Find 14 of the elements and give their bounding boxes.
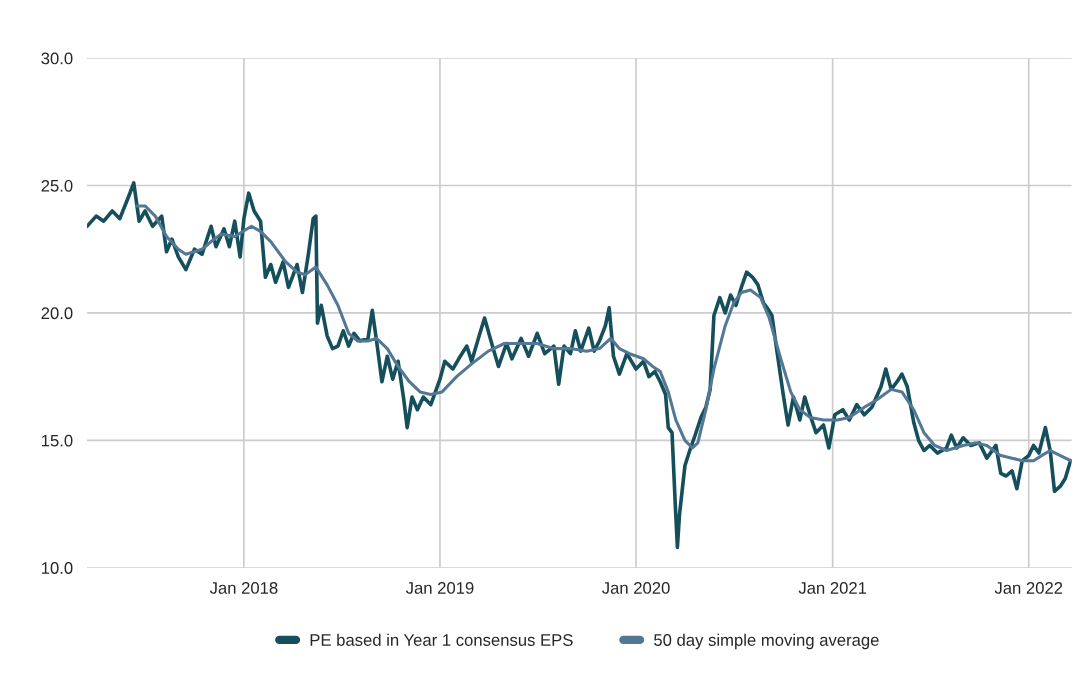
- legend-label: 50 day simple moving average: [654, 633, 879, 650]
- line-series: [134, 204, 1072, 463]
- x-tick-label: Jan 2021: [798, 582, 867, 594]
- x-tick-label: Jan 2022: [994, 582, 1063, 594]
- y-tick-label: 10.0: [41, 562, 73, 574]
- y-tick-label: 15.0: [41, 434, 73, 447]
- x-tick-label: Jan 2020: [602, 582, 670, 594]
- x-tick-label: Jan 2019: [405, 582, 474, 594]
- y-tick-label: 25.0: [41, 179, 73, 192]
- line-series: [87, 181, 1072, 550]
- legend-label: PE based in Year 1 consensus EPS: [310, 633, 573, 646]
- x-tick-label: Jan 2018: [209, 582, 278, 594]
- y-tick-label: 30.0: [41, 52, 73, 65]
- y-tick-label: 20.0: [41, 307, 73, 320]
